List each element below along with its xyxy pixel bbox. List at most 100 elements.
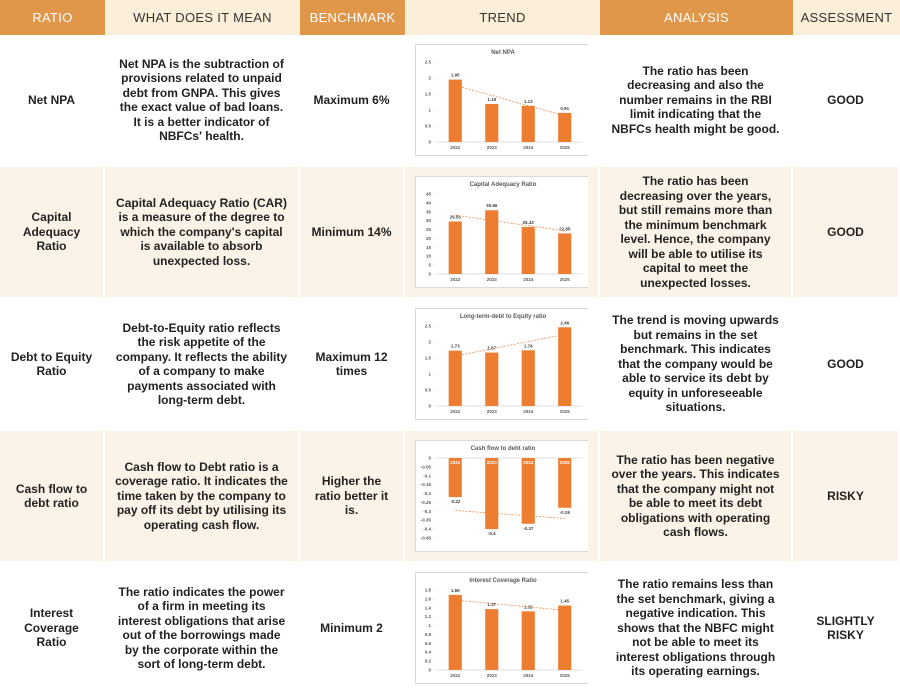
- bar: [521, 105, 535, 142]
- data-label: 26.42: [523, 220, 535, 225]
- trend-cell: Capital Adequacy Ratio 0 5 10 15 20 25 30 35 40 45…: [405, 167, 600, 297]
- header-cell: RATIO: [0, 0, 105, 35]
- y-tick-label: 1.5: [425, 92, 432, 97]
- assessment-cell: GOOD: [793, 35, 900, 165]
- ratio-cell: Interest Coverage Ratio: [0, 563, 105, 691]
- benchmark-cell: Minimum 2: [300, 563, 405, 691]
- data-label: 1.73: [451, 344, 460, 349]
- analysis-cell: The trend is moving upwards but remains …: [600, 299, 793, 429]
- y-tick-label: 0: [428, 140, 431, 145]
- y-tick-label: 0.4: [425, 650, 432, 655]
- chart-title: Cash flow to debt ratio: [471, 446, 536, 452]
- bar: [485, 458, 499, 530]
- y-tick-label: 1.4: [425, 605, 432, 610]
- trend-cell: Long-term-debt to Equity ratio 0 0.5 1 1.5 2 2…: [405, 299, 600, 429]
- x-tick-label: 2025: [560, 673, 571, 678]
- x-tick-label: 2023: [487, 673, 498, 678]
- y-tick-label: 5: [428, 263, 431, 268]
- x-tick-label: 2024: [523, 145, 534, 150]
- bar: [558, 605, 572, 670]
- y-tick-label: 1.8: [425, 588, 432, 593]
- header-cell: ANALYSIS: [600, 0, 793, 35]
- chart-title: Net NPA: [491, 50, 515, 56]
- bar: [485, 352, 499, 406]
- bar: [521, 458, 535, 524]
- y-tick-label: -0.15: [421, 482, 432, 487]
- analysis-cell: The ratio has been negative over the yea…: [600, 431, 793, 561]
- data-label: -0.22: [450, 499, 461, 504]
- y-tick-label: 30: [426, 218, 432, 223]
- ratio-cell: Cash flow to debt ratio: [0, 431, 105, 561]
- table-row: Interest Coverage Ratio The ratio indicat…: [0, 563, 900, 691]
- bar: [448, 350, 462, 406]
- y-tick-label: -0.4: [423, 527, 431, 532]
- benchmark-cell: Maximum 12 times: [300, 299, 405, 429]
- data-label: 1.37: [487, 602, 496, 607]
- y-tick-label: 2.5: [425, 324, 432, 329]
- y-tick-label: 1.5: [425, 356, 432, 361]
- data-label: -0.4: [488, 531, 496, 536]
- bar: [558, 112, 572, 142]
- data-label: 29.55: [450, 214, 462, 219]
- x-tick-label: 2022: [450, 673, 461, 678]
- bar: [485, 210, 499, 274]
- y-tick-label: 0.5: [425, 388, 432, 393]
- y-tick-label: 10: [426, 254, 432, 259]
- y-tick-label: 2.5: [425, 60, 432, 65]
- x-tick-label: 2023: [487, 145, 498, 150]
- trend-cell: Cash flow to debt ratio 0 -0.05 -0.1 -0.15 -0…: [405, 431, 600, 561]
- assessment-cell: RISKY: [793, 431, 900, 561]
- bar: [448, 458, 462, 498]
- assessment-cell: GOOD: [793, 167, 900, 297]
- trend-chart: Long-term-debt to Equity ratio 0 0.5 1 1.5 2 2…: [415, 308, 588, 420]
- trend-line: [455, 510, 565, 519]
- trend-cell: Net NPA 0 0.5 1 1.5 2 2.5 1.95 2022 1.19 2023 1.13 2…: [405, 35, 600, 165]
- y-tick-label: 0.6: [425, 641, 432, 646]
- data-label: -0.28: [560, 510, 571, 515]
- y-tick-label: 0.2: [425, 659, 432, 664]
- x-tick-label: 2022: [450, 277, 461, 282]
- data-label: 1.74: [524, 343, 533, 348]
- y-tick-label: 15: [426, 245, 432, 250]
- data-label: 1.67: [487, 346, 496, 351]
- y-tick-label: -0.25: [421, 500, 432, 505]
- x-tick-label: 2022: [450, 409, 461, 414]
- y-tick-label: 1: [428, 372, 431, 377]
- y-tick-label: -0.1: [423, 473, 431, 478]
- x-tick-label: 2025: [560, 277, 571, 282]
- data-label: 2.46: [560, 320, 569, 325]
- data-label: 0.91: [560, 106, 569, 111]
- data-label: 1.13: [524, 99, 533, 104]
- meaning-cell: The ratio indicates the power of a firm …: [105, 563, 300, 691]
- analysis-cell: The ratio has been decreasing and also t…: [600, 35, 793, 165]
- assessment-cell: GOOD: [793, 299, 900, 429]
- x-tick-label: 2023: [487, 277, 498, 282]
- x-tick-label: 2022: [450, 460, 461, 465]
- y-tick-label: -0.35: [421, 518, 432, 523]
- trend-chart: Net NPA 0 0.5 1 1.5 2 2.5 1.95 2022 1.19 2023 1.13 2…: [415, 44, 588, 156]
- data-label: 1.45: [560, 599, 569, 604]
- table-row: Capital Adequacy Ratio Capital Adequacy R…: [0, 167, 900, 297]
- y-tick-label: 25: [426, 227, 432, 232]
- x-tick-label: 2023: [487, 409, 498, 414]
- y-tick-label: 1: [428, 623, 431, 628]
- table-row: Debt to Equity Ratio Debt-to-Equity ratio…: [0, 299, 900, 429]
- y-tick-label: 0: [428, 456, 431, 461]
- bar: [558, 458, 572, 508]
- header-cell: WHAT DOES IT MEAN: [105, 0, 300, 35]
- data-label: 35.86: [486, 203, 498, 208]
- y-tick-label: 0: [428, 404, 431, 409]
- bar: [485, 609, 499, 670]
- benchmark-cell: Maximum 6%: [300, 35, 405, 165]
- header-cell: TREND: [405, 0, 600, 35]
- y-tick-label: -0.2: [423, 491, 431, 496]
- x-tick-label: 2024: [523, 277, 534, 282]
- meaning-cell: Debt-to-Equity ratio reflects the risk a…: [105, 299, 300, 429]
- trend-line: [455, 334, 565, 357]
- meaning-cell: Cash flow to Debt ratio is a coverage ra…: [105, 431, 300, 561]
- trend-chart: Capital Adequacy Ratio051015202530354045…: [415, 176, 588, 288]
- y-tick-label: 1.2: [425, 614, 432, 619]
- bar: [485, 103, 499, 142]
- y-tick-label: -0.45: [421, 536, 432, 541]
